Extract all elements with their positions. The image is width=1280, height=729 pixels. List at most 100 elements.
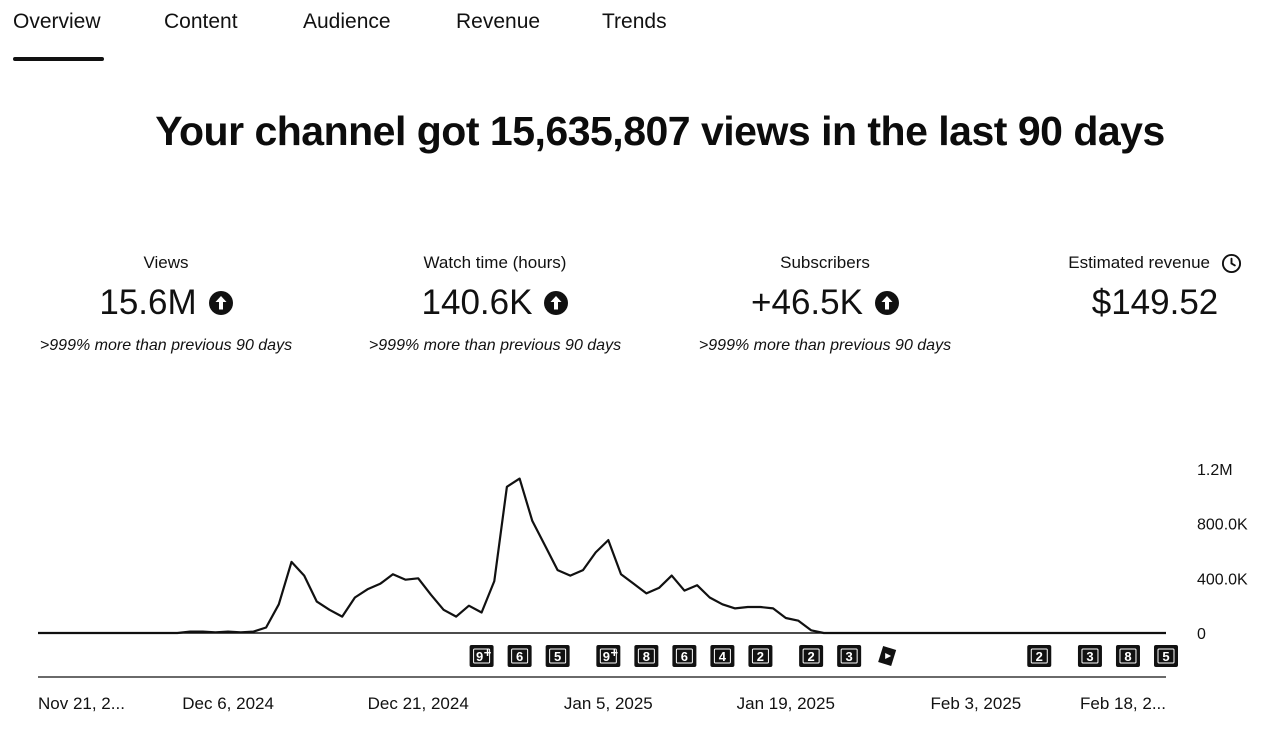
metric-label-row: Estimated revenue — [1040, 251, 1270, 275]
marker-badge — [1027, 645, 1052, 667]
plus-icon: + — [611, 645, 619, 660]
tab-overview[interactable]: Overview — [13, 10, 101, 33]
metric-card-subscribers[interactable]: Subscribers +46.5K >999% more than previ… — [669, 251, 981, 355]
video-frame-icon — [802, 648, 820, 664]
publish-markers: 9 +6 5 9 +8 6 4 2 2 3 2 3 8 5 — [469, 645, 1178, 667]
x-tick-label: Jan 19, 2025 — [737, 694, 835, 713]
metric-value: $149.52 — [1091, 283, 1219, 322]
publish-marker[interactable]: 6 — [507, 645, 532, 667]
metric-comparison: >999% more than previous 90 days — [368, 337, 622, 354]
marker-count: 3 — [846, 649, 853, 664]
marker-count: 2 — [808, 649, 815, 664]
marker-badge — [672, 645, 697, 667]
marker-count: 5 — [554, 649, 561, 664]
arrow-up-circle-icon — [208, 291, 233, 315]
clock-icon[interactable] — [1221, 253, 1242, 274]
tab-trends[interactable]: Trends — [602, 10, 667, 33]
x-tick-label: Feb 3, 2025 — [931, 694, 1022, 713]
metric-value: 140.6K — [421, 283, 533, 322]
x-tick-label: Jan 5, 2025 — [564, 694, 653, 713]
publish-marker[interactable]: 8 — [1115, 645, 1140, 667]
metric-value: +46.5K — [751, 283, 863, 322]
video-frame-icon — [1157, 648, 1175, 664]
y-tick-label: 1.2M — [1197, 462, 1233, 479]
video-frame-icon — [599, 648, 617, 664]
marker-count: 6 — [681, 649, 688, 664]
video-frame-icon — [713, 648, 731, 664]
y-tick-label: 0 — [1197, 626, 1206, 643]
video-frame-icon — [1030, 648, 1048, 664]
metric-value-row: 15.6M — [10, 281, 322, 325]
video-frame-icon — [840, 648, 858, 664]
marker-badge — [634, 645, 659, 667]
marker-badge — [837, 645, 862, 667]
video-frame-icon — [511, 648, 529, 664]
publish-marker[interactable]: 2 — [799, 645, 824, 667]
publish-marker[interactable]: 6 — [672, 645, 697, 667]
metric-value-row: $149.52 — [1040, 281, 1270, 325]
marker-badge — [1077, 645, 1102, 667]
chart-series — [38, 477, 1166, 635]
arrow-up-circle-icon — [544, 291, 569, 315]
marker-count: 3 — [1086, 649, 1093, 664]
play-icon — [885, 653, 892, 659]
video-frame-icon — [1081, 648, 1099, 664]
tab-audience[interactable]: Audience — [303, 10, 391, 33]
publish-marker[interactable]: 3 — [1077, 645, 1102, 667]
views-series-line — [38, 477, 1166, 635]
metric-label: Subscribers — [780, 253, 870, 272]
arrow-up-circle-icon — [874, 291, 899, 315]
marker-count: 2 — [1036, 649, 1043, 664]
marker-badge — [748, 645, 773, 667]
marker-badge — [545, 645, 570, 667]
marker-badge — [469, 645, 494, 667]
publish-marker[interactable] — [878, 646, 897, 666]
analytics-tabs: Overview Content Audience Revenue Trends — [0, 0, 1280, 64]
video-frame-icon — [1119, 648, 1137, 664]
marker-count: 6 — [516, 649, 523, 664]
publish-marker[interactable]: 3 — [837, 645, 862, 667]
video-frame-icon — [637, 648, 655, 664]
publish-marker[interactable]: 4 — [710, 645, 735, 667]
publish-marker[interactable]: 9 + — [469, 645, 494, 667]
video-frame-icon — [675, 648, 693, 664]
summary-headline: Your channel got 15,635,807 views in the… — [155, 108, 1165, 154]
publish-marker[interactable]: 2 — [748, 645, 773, 667]
metric-value-row: +46.5K — [669, 281, 981, 325]
marker-badge — [596, 645, 621, 667]
video-frame-icon — [549, 648, 567, 664]
y-axis-labels: 0 400.0K 800.0K 1.2M — [1197, 462, 1248, 643]
metric-comparison: >999% more than previous 90 days — [39, 337, 293, 354]
active-tab-indicator — [13, 57, 104, 61]
marker-badge — [1115, 645, 1140, 667]
marker-badge — [507, 645, 532, 667]
x-axis-labels: Nov 21, 2... Dec 6, 2024 Dec 21, 2024 Jan 5… — [38, 694, 1166, 713]
metric-card-watch-time[interactable]: Watch time (hours) 140.6K >999% more tha… — [339, 251, 651, 355]
metric-card-revenue[interactable]: Estimated revenue $149.52 — [1040, 251, 1270, 325]
marker-count: 8 — [1124, 649, 1131, 664]
publish-marker[interactable]: 2 — [1027, 645, 1052, 667]
marker-count: 2 — [757, 649, 764, 664]
publish-marker[interactable]: 5 — [1154, 645, 1178, 667]
metric-value-row: 140.6K — [339, 281, 651, 325]
video-frame-icon — [751, 648, 769, 664]
x-tick-label: Dec 21, 2024 — [368, 694, 469, 713]
y-tick-label: 400.0K — [1197, 571, 1248, 588]
metric-label: Views — [143, 253, 189, 272]
x-tick-label: Feb 18, 2... — [1080, 694, 1166, 713]
publish-marker[interactable]: 9 + — [596, 645, 621, 667]
marker-count: 5 — [1162, 649, 1169, 664]
marker-count: 9 — [603, 649, 610, 664]
marker-badge — [710, 645, 735, 667]
marker-badge — [1154, 645, 1178, 667]
publish-marker[interactable]: 5 — [545, 645, 570, 667]
tab-revenue[interactable]: Revenue — [456, 10, 541, 33]
metric-comparison: >999% more than previous 90 days — [698, 337, 952, 354]
publish-marker[interactable]: 8 — [634, 645, 659, 667]
marker-count: 9 — [476, 649, 483, 664]
metric-card-views[interactable]: Views 15.6M >999% more than previous 90 … — [10, 251, 322, 355]
marker-count: 8 — [643, 649, 650, 664]
metric-value: 15.6M — [99, 283, 197, 322]
tab-content[interactable]: Content — [164, 10, 238, 33]
